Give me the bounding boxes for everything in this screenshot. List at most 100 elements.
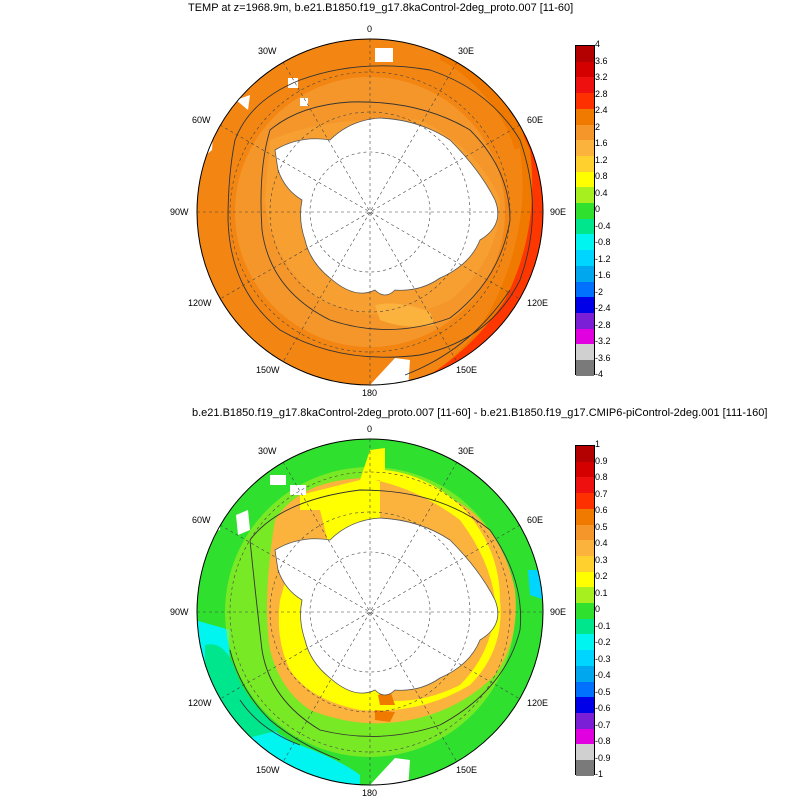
lon-label-90w: 90W (170, 607, 189, 617)
colorbar-tick-label: 0.3 (595, 554, 608, 565)
colorbar-tick-label: -2.4 (595, 303, 611, 313)
colorbar-swatch (576, 265, 594, 282)
colorbar-tick-label: 0.4 (595, 538, 608, 548)
lon-label-150w: 150W (256, 365, 280, 375)
colorbar-swatch (576, 203, 594, 219)
colorbar-swatch (576, 634, 594, 651)
plot-title: b.e21.B1850.f19_g17.8kaControl-2deg_prot… (192, 407, 768, 419)
colorbar-tick-label: 4 (595, 39, 601, 49)
colorbar-tick-label: 2.8 (595, 88, 608, 99)
colorbar-tick-label: 0.8 (595, 472, 608, 482)
colorbar-swatch (576, 744, 594, 761)
lon-label-60w: 60W (192, 515, 211, 525)
colorbar-swatch (576, 312, 594, 329)
colorbar-tick-label: 3.2 (595, 72, 608, 82)
lon-label-90w: 90W (170, 207, 189, 217)
colorbar-tick-label: 0.6 (595, 505, 608, 515)
polar-map (196, 38, 544, 386)
colorbar-swatch (576, 171, 594, 188)
colorbar-tick-label: -0.9 (595, 752, 611, 763)
colorbar-tick-label: 0.7 (595, 488, 608, 499)
colorbar-swatch (576, 697, 594, 713)
colorbar-tick-label: -0.8 (595, 237, 611, 247)
lon-label-90e: 90E (550, 207, 567, 217)
lon-label-120e: 120E (527, 298, 549, 308)
colorbar-swatch (576, 524, 594, 541)
colorbar-tick-label: -0.1 (595, 620, 611, 631)
colorbar-swatch (576, 540, 594, 556)
colorbar-swatch (576, 760, 594, 776)
colorbar-tick-label: 0.5 (595, 521, 608, 532)
colorbar-tick-label: 2.4 (595, 105, 608, 115)
lon-label-90e: 90E (550, 607, 567, 617)
colorbar-tick-label: -3.6 (595, 352, 611, 363)
lon-label-120w: 120W (188, 298, 212, 308)
lon-label-30e: 30E (458, 446, 475, 456)
colorbar-tick-label: 2 (595, 121, 601, 132)
colorbar-swatch (576, 187, 594, 204)
lon-label-150w: 150W (256, 765, 280, 775)
plot-title: TEMP at z=1968.9m, b.e21.B1850.f19_g17.8… (188, 2, 574, 14)
colorbar-swatch (576, 681, 594, 698)
colorbar-tick-label: 0.2 (595, 571, 608, 581)
colorbar-tick-label: -3.2 (595, 336, 611, 346)
panel-temperature: TEMP at z=1968.9m, b.e21.B1850.f19_g17.8… (170, 2, 611, 398)
colorbar-swatch (576, 446, 594, 462)
colorbar-swatch (576, 93, 594, 109)
colorbar-tick-label: -1 (595, 769, 604, 779)
colorbar-swatch (576, 508, 594, 525)
colorbar-swatch (576, 328, 594, 345)
lon-label-60w: 60W (192, 115, 211, 125)
colorbar-swatches (575, 45, 595, 376)
colorbar-swatch (576, 665, 594, 682)
colorbar-tick-label: 0.9 (595, 455, 608, 466)
colorbar-swatch (576, 108, 594, 125)
colorbar-swatch (576, 218, 594, 235)
colorbar-tick-label: 1.2 (595, 154, 608, 165)
colorbar-swatch (576, 297, 594, 313)
colorbar-swatch (576, 728, 594, 745)
colorbar-tick-label: 0.8 (595, 171, 608, 181)
lon-label-120e: 120E (527, 698, 549, 708)
colorbar-swatch (576, 650, 594, 666)
colorbar-tick-label: 0.1 (595, 587, 608, 598)
colorbar-swatch (576, 571, 594, 588)
colorbar-tick-label: -1.6 (595, 270, 611, 280)
colorbar-tick-label: 0 (595, 604, 601, 614)
colorbar-swatch (576, 587, 594, 604)
lon-label-180: 180 (362, 788, 378, 798)
lon-label-60e: 60E (527, 515, 544, 525)
polar-map (196, 438, 544, 786)
colorbar-tick-label: -0.3 (595, 653, 611, 664)
colorbar-swatch (576, 712, 594, 729)
colorbar-swatch (576, 603, 594, 619)
lon-label-0: 0 (367, 424, 373, 434)
colorbar-tick-label: 0.4 (595, 187, 608, 198)
lon-label-60e: 60E (527, 115, 544, 125)
colorbar-tick-label: -2 (595, 286, 604, 297)
colorbar-tick-label: -0.4 (595, 220, 611, 231)
colorbar-swatch (576, 140, 594, 156)
colorbar-swatch (576, 61, 594, 78)
lon-label-120w: 120W (188, 698, 212, 708)
colorbar-tick-label: -4 (595, 369, 604, 379)
colorbar-tick-label: -0.5 (595, 686, 611, 697)
lon-label-150e: 150E (456, 365, 478, 375)
panel-difference: b.e21.B1850.f19_g17.8kaControl-2deg_prot… (0, 400, 800, 800)
colorbar-swatch (576, 234, 594, 251)
colorbar-tick-label: -0.2 (595, 637, 611, 647)
colorbar-tick-label: 1.6 (595, 138, 608, 148)
colorbar-swatch (576, 124, 594, 141)
colorbar-tick-label: 3.6 (595, 55, 608, 66)
lon-label-150e: 150E (456, 765, 478, 775)
colorbar-swatch (576, 281, 594, 298)
colorbar-swatches (575, 445, 595, 776)
lon-label-30w: 30W (258, 446, 277, 456)
colorbar-tick-label: 1 (595, 439, 601, 449)
colorbar-swatch (576, 461, 594, 478)
colorbar-swatch (576, 155, 594, 172)
colorbar-swatch (576, 250, 594, 266)
lon-label-0: 0 (367, 24, 373, 34)
colorbar-tick-label: -0.6 (595, 703, 611, 713)
lon-label-30w: 30W (258, 46, 277, 56)
